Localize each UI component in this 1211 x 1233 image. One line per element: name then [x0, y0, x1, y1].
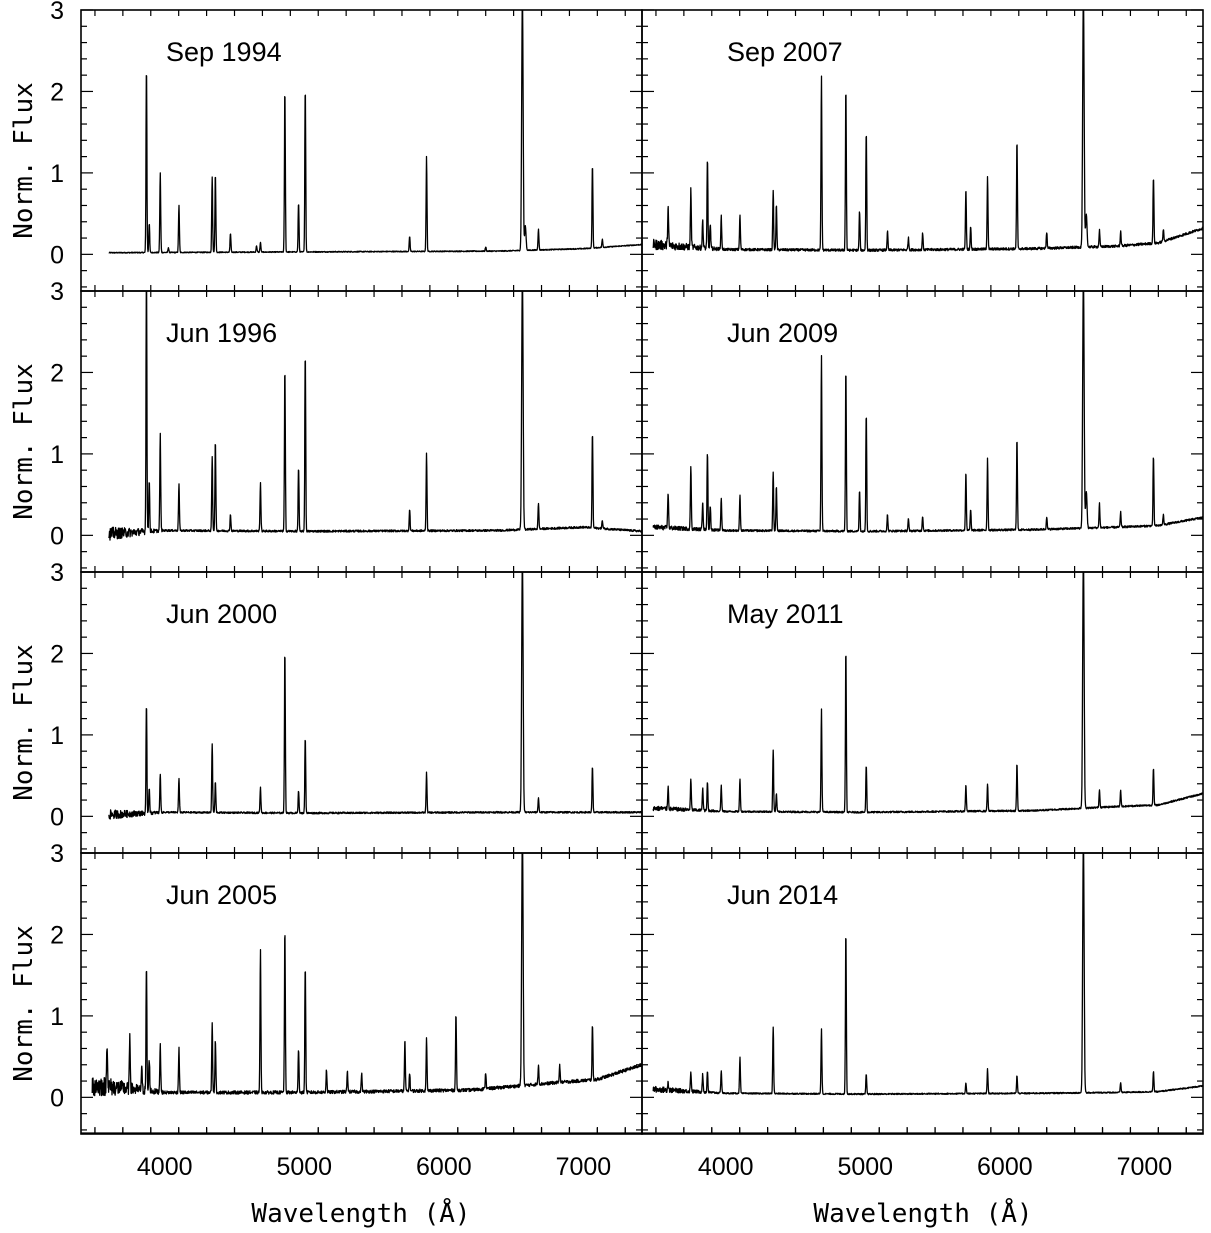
panel-title: Jun 2014 [727, 880, 838, 910]
panel-2: Sep 2007 [641, 9, 1204, 292]
panel-4: Jun 2009 [641, 290, 1204, 573]
spectrum-line [652, 10, 1203, 253]
spectrum-line [108, 572, 642, 820]
y-tick-label: 2 [50, 921, 64, 949]
panel-title: Jun 1996 [166, 318, 277, 348]
x-tick-label: 5000 [837, 1153, 893, 1181]
spectrum-line [91, 853, 642, 1097]
panel-title: Jun 2000 [166, 599, 277, 629]
y-tick-label: 0 [50, 803, 64, 831]
y-tick-label: 1 [50, 441, 64, 469]
panel-title: May 2011 [727, 599, 844, 629]
panel-3: 0 1 2 3 Norm. Flux Jun 1996 [9, 278, 643, 573]
spectrum-line [652, 291, 1203, 533]
y-tick-label: 1 [50, 1003, 64, 1031]
y-tick-label: 1 [50, 722, 64, 750]
spectrum-line [108, 291, 642, 541]
x-tick-label: 7000 [556, 1153, 612, 1181]
y-tick-label: 3 [50, 0, 64, 25]
spectrum-line [652, 853, 1203, 1096]
x-tick-label: 5000 [276, 1153, 332, 1181]
x-tick-label: 4000 [137, 1153, 193, 1181]
y-tick-label: 3 [50, 559, 64, 587]
panel-title: Sep 1994 [166, 37, 282, 67]
x-axis-label-left: Wavelength (Å) [251, 1197, 470, 1229]
y-tick-label: 3 [50, 278, 64, 306]
y-axis-label: Norm. Flux [9, 363, 39, 520]
panel-7: 0 1 2 3 Norm. Flux Jun 2005 4000 5000 6000 7000 [9, 840, 643, 1181]
panel-6: May 2011 [641, 571, 1204, 854]
y-tick-label: 0 [50, 522, 64, 550]
y-axis-label: Norm. Flux [9, 82, 39, 239]
panel-title: Jun 2009 [727, 318, 838, 348]
y-tick-label: 3 [50, 840, 64, 868]
panel-title: Jun 2005 [166, 880, 277, 910]
panel-8: Jun 2014 4000 5000 6000 7000 [641, 852, 1204, 1181]
x-axis-label-right: Wavelength (Å) [813, 1197, 1032, 1229]
panel-title: Sep 2007 [727, 37, 843, 67]
panel-5: 0 1 2 3 Norm. Flux Jun 2000 [9, 559, 643, 854]
y-tick-label: 1 [50, 160, 64, 188]
spectrum-line [108, 10, 642, 254]
x-tick-label: 7000 [1117, 1153, 1173, 1181]
y-axis-label: Norm. Flux [9, 644, 39, 801]
panel-1: 0 1 2 3 Norm. Flux Sep 1994 [9, 0, 643, 292]
x-tick-label: 4000 [698, 1153, 754, 1181]
y-tick-label: 0 [50, 1084, 64, 1112]
y-axis-label: Norm. Flux [9, 925, 39, 1082]
y-tick-label: 2 [50, 640, 64, 668]
y-tick-label: 2 [50, 359, 64, 387]
panels-layer: 0 1 2 3 Norm. Flux Sep 1994 Sep 2007 0 1 2 3 Norm. … [9, 0, 1204, 1181]
spectrum-line [652, 572, 1203, 814]
x-tick-label: 6000 [977, 1153, 1033, 1181]
y-tick-label: 2 [50, 78, 64, 106]
panel-frame [641, 852, 1204, 1135]
x-tick-label: 6000 [416, 1153, 472, 1181]
y-tick-label: 0 [50, 241, 64, 269]
